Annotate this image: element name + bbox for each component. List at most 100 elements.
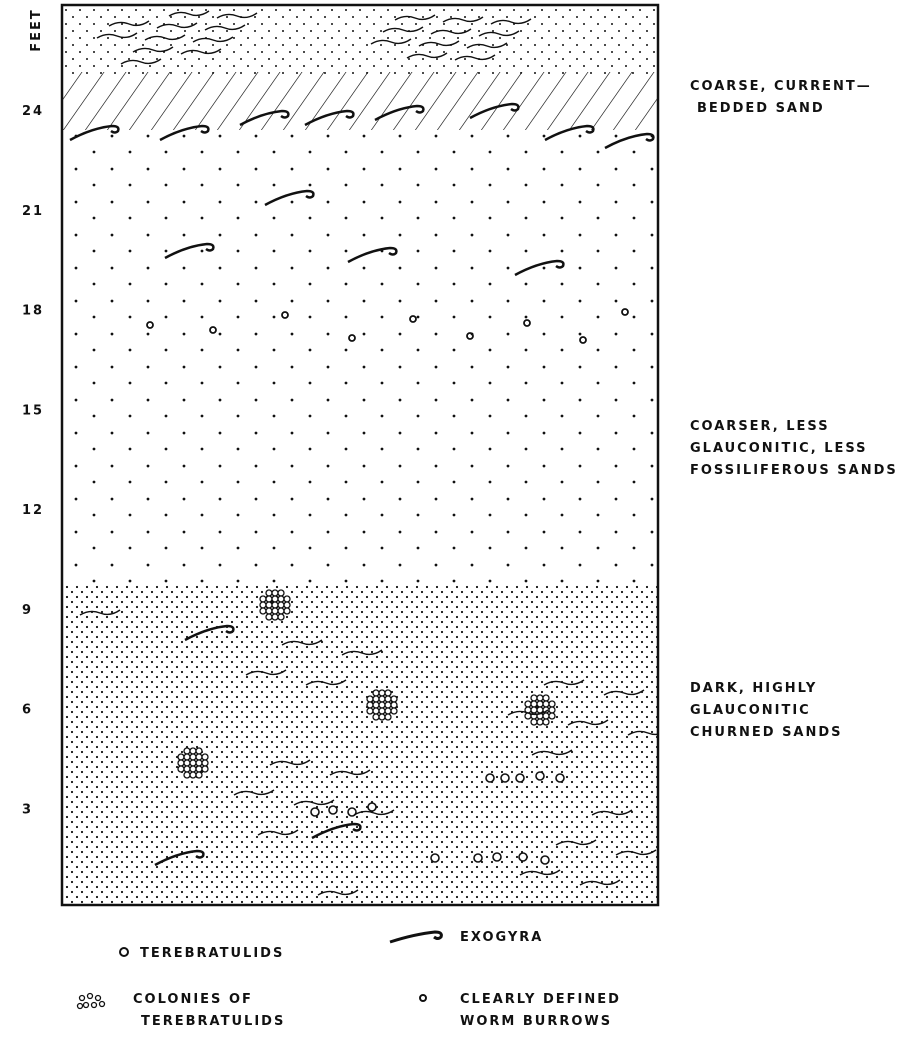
annotations: COARSE, CURRENT—BEDDED SANDCOARSER, LESS…	[690, 79, 898, 740]
legend-text: EXOGYRA	[460, 930, 543, 945]
colony-member	[373, 690, 379, 696]
colony-member	[266, 614, 272, 620]
tick-label: 18	[22, 304, 44, 319]
exogyra-symbol	[390, 932, 441, 942]
colony-member	[525, 701, 531, 707]
colony-symbol	[78, 994, 105, 1009]
colony-member	[531, 719, 537, 725]
annotation-line: FOSSILIFEROUS SANDS	[690, 463, 898, 478]
colony-member	[379, 690, 385, 696]
tick-label: 12	[22, 503, 44, 518]
colony-member	[385, 690, 391, 696]
colony-member	[391, 696, 397, 702]
colony-member	[537, 707, 543, 713]
colony-member	[373, 696, 379, 702]
colony-member	[385, 708, 391, 714]
colony-member	[190, 748, 196, 754]
column-fill	[62, 5, 668, 905]
terebratulid	[493, 853, 501, 861]
terebratulid	[536, 772, 544, 780]
terebratulid	[368, 803, 376, 811]
colony-member	[202, 760, 208, 766]
colony-member	[184, 754, 190, 760]
colony-member	[190, 760, 196, 766]
colony-member	[272, 602, 278, 608]
colony-member	[190, 766, 196, 772]
colony-member	[272, 596, 278, 602]
terebratulid	[329, 806, 337, 814]
colony-member	[196, 772, 202, 778]
colony-member	[202, 754, 208, 760]
colony-member	[373, 708, 379, 714]
legend-text: WORM BURROWS	[460, 1014, 612, 1029]
annotation-line: CHURNED SANDS	[690, 725, 843, 740]
colony-member	[178, 760, 184, 766]
terebratulid	[501, 774, 509, 782]
colony-member	[178, 754, 184, 760]
coarser-sand	[62, 130, 658, 585]
tick-label: 15	[22, 403, 44, 418]
tick-label: 6	[22, 703, 33, 718]
colony-member	[272, 590, 278, 596]
terebratulid	[541, 856, 549, 864]
legend-text: TEREBRATULIDS	[141, 1014, 285, 1029]
tick-label: 9	[22, 603, 33, 618]
colony-member	[196, 748, 202, 754]
colony-member	[196, 760, 202, 766]
colony-member	[272, 608, 278, 614]
annotation-line: GLAUCONITIC, LESS	[690, 441, 868, 456]
colony-member	[543, 701, 549, 707]
colony-member	[278, 602, 284, 608]
colony-member	[260, 608, 266, 614]
legend-text: CLEARLY DEFINED	[460, 992, 621, 1007]
colony-member	[379, 708, 385, 714]
colony-member	[260, 596, 266, 602]
stratigraphic-column: FEET 2421181512963 COARSE, CURRENT—BEDDE…	[0, 0, 915, 1036]
colony-member	[379, 714, 385, 720]
colony-member	[531, 707, 537, 713]
colony-member	[266, 608, 272, 614]
colony-member	[373, 702, 379, 708]
colony-member	[379, 702, 385, 708]
colony-member	[184, 766, 190, 772]
colony-member	[367, 708, 373, 714]
colony-member	[202, 766, 208, 772]
terebratulid	[556, 774, 564, 782]
colony-member	[543, 719, 549, 725]
colony-member	[549, 713, 555, 719]
colony-member	[260, 602, 266, 608]
annotation-line: BEDDED SAND	[697, 101, 825, 116]
colony-member	[266, 596, 272, 602]
legend-text: COLONIES OF	[133, 992, 253, 1007]
colony-member	[391, 708, 397, 714]
colony-member	[543, 713, 549, 719]
colony-member	[272, 614, 278, 620]
colony-member	[543, 695, 549, 701]
colony-member	[531, 695, 537, 701]
tick-label: 24	[22, 104, 44, 119]
colony-member	[537, 719, 543, 725]
colony-member	[278, 614, 284, 620]
terebratulid	[431, 854, 439, 862]
colony-member	[284, 608, 290, 614]
legend: TEREBRATULIDS EXOGYRA COLONIES OF TEREBRATU…	[78, 930, 621, 1029]
annotation-line: COARSE, CURRENT—	[690, 79, 872, 94]
colony-member	[184, 748, 190, 754]
colony-member	[367, 696, 373, 702]
colony-member	[385, 714, 391, 720]
colony-member	[373, 714, 379, 720]
colony-member	[278, 608, 284, 614]
colony-member	[531, 701, 537, 707]
colony-member	[537, 695, 543, 701]
colony-member	[184, 772, 190, 778]
terebratulid	[474, 854, 482, 862]
colony-member	[284, 602, 290, 608]
colony-member	[278, 590, 284, 596]
glauconitic-sand	[62, 585, 658, 905]
tick-label: 21	[22, 204, 44, 219]
colony-member	[184, 760, 190, 766]
colony-member	[537, 701, 543, 707]
colony-member	[385, 696, 391, 702]
legend-text: TEREBRATULIDS	[140, 946, 284, 961]
colony-member	[284, 596, 290, 602]
